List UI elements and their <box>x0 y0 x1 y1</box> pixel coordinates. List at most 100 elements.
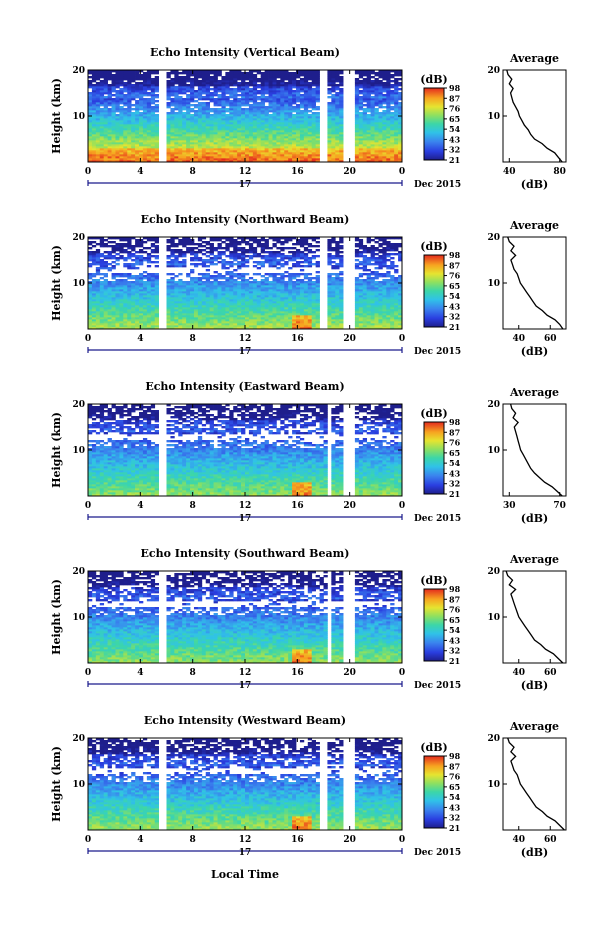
average-x-tick-label: 80 <box>553 167 566 177</box>
x-tick-label: 20 <box>343 334 356 344</box>
average-profile-line <box>505 570 564 664</box>
day-label: 17 <box>239 347 252 357</box>
colorbar <box>423 755 445 829</box>
average-x-tick-label: 40 <box>512 334 525 344</box>
colorbar-tick-label: 43 <box>449 134 461 144</box>
colorbar-tick-label: 65 <box>449 114 460 124</box>
x-tick-label: 8 <box>190 334 196 344</box>
x-tick-label: 12 <box>239 334 252 344</box>
colorbar-tick-label: 43 <box>449 301 461 311</box>
average-y-tick-label: 20 <box>487 567 500 577</box>
average-frame <box>502 236 567 330</box>
colorbar-tick-label: 54 <box>449 291 461 301</box>
y-tick-label: 20 <box>72 66 85 76</box>
colorbar-tick-label: 21 <box>449 155 460 165</box>
colorbar <box>423 588 445 662</box>
x-tick-label: 16 <box>291 334 304 344</box>
y-tick-label: 10 <box>72 613 85 623</box>
average-y-tick-label: 20 <box>487 734 500 744</box>
colorbar-tick-label: 43 <box>449 802 461 812</box>
colorbar-tick-label: 98 <box>449 751 461 761</box>
colorbar-tick-label: 98 <box>449 250 461 260</box>
y-axis-label: Height (km) <box>50 78 63 154</box>
average-frame <box>502 737 567 831</box>
colorbar-tick-label: 65 <box>449 281 460 291</box>
average-x-label: (dB) <box>521 512 548 525</box>
x-tick-label: 4 <box>137 835 143 845</box>
y-tick-label: 20 <box>72 400 85 410</box>
average-x-tick-label: 60 <box>544 334 557 344</box>
date-label: Dec 2015 <box>414 681 461 691</box>
average-x-tick-label: 70 <box>553 501 566 511</box>
colorbar-tick-label: 76 <box>449 271 461 281</box>
x-tick-label: 8 <box>190 167 196 177</box>
day-label: 17 <box>239 681 252 691</box>
colorbar-tick-label: 21 <box>449 489 460 499</box>
colorbar-tick-label: 76 <box>449 605 461 615</box>
average-x-tick-label: 40 <box>503 167 516 177</box>
x-tick-label: 12 <box>239 835 252 845</box>
colorbar-tick-label: 32 <box>449 312 460 322</box>
average-y-tick-label: 10 <box>487 613 500 623</box>
colorbar-tick-label: 87 <box>449 260 460 270</box>
average-profile-line <box>506 69 563 163</box>
colorbar <box>423 421 445 495</box>
colorbar-tick-label: 76 <box>449 104 461 114</box>
average-title: Average <box>509 52 559 65</box>
average-profile-line <box>507 236 564 330</box>
y-tick-label: 10 <box>72 112 85 122</box>
colorbar-tick-label: 21 <box>449 823 460 833</box>
x-tick-label: 12 <box>239 167 252 177</box>
x-tick-label: 0 <box>399 668 405 678</box>
x-tick-label: 0 <box>85 501 91 511</box>
day-label: 17 <box>239 514 252 524</box>
panel-1: Echo Intensity (Vertical Beam) 0 4 8 12 16 20 0… <box>50 46 567 191</box>
colorbar-tick-label: 65 <box>449 615 460 625</box>
average-y-tick-label: 20 <box>487 66 500 76</box>
colorbar-tick-label: 65 <box>449 782 460 792</box>
x-tick-label: 0 <box>85 334 91 344</box>
x-tick-label: 16 <box>291 835 304 845</box>
colorbar-tick-label: 32 <box>449 479 460 489</box>
average-y-tick-label: 10 <box>487 780 500 790</box>
colorbar-unit: (dB) <box>420 741 447 754</box>
x-tick-label: 16 <box>291 668 304 678</box>
y-tick-label: 10 <box>72 446 85 456</box>
x-tick-label: 20 <box>343 835 356 845</box>
colorbar-unit: (dB) <box>420 574 447 587</box>
x-tick-label: 4 <box>137 334 143 344</box>
average-x-label: (dB) <box>521 679 548 692</box>
average-y-tick-label: 20 <box>487 400 500 410</box>
colorbar-unit: (dB) <box>420 73 447 86</box>
average-x-tick-label: 30 <box>503 501 516 511</box>
y-axis-label: Height (km) <box>50 746 63 822</box>
echo-intensity-heatmap <box>88 237 403 330</box>
x-tick-label: 12 <box>239 668 252 678</box>
y-axis-label: Height (km) <box>50 412 63 488</box>
panel-5: Echo Intensity (Westward Beam) 0 4 8 12 16 20 0… <box>50 714 567 859</box>
colorbar-tick-label: 43 <box>449 468 461 478</box>
echo-intensity-heatmap <box>88 70 403 163</box>
colorbar-unit: (dB) <box>420 240 447 253</box>
y-tick-label: 20 <box>72 233 85 243</box>
average-y-tick-label: 10 <box>487 279 500 289</box>
x-tick-label: 0 <box>85 835 91 845</box>
day-label: 17 <box>239 848 252 858</box>
x-tick-label: 4 <box>137 668 143 678</box>
colorbar <box>423 254 445 328</box>
colorbar-tick-label: 32 <box>449 145 460 155</box>
colorbar-tick-label: 43 <box>449 635 461 645</box>
date-label: Dec 2015 <box>414 848 461 858</box>
colorbar-tick-label: 54 <box>449 792 461 802</box>
colorbar-tick-label: 98 <box>449 584 461 594</box>
date-label: Dec 2015 <box>414 347 461 357</box>
panel-3: Echo Intensity (Eastward Beam) 0 4 8 12 16 20 0… <box>50 380 567 525</box>
x-tick-label: 20 <box>343 501 356 511</box>
colorbar-unit: (dB) <box>420 407 447 420</box>
colorbar-tick-label: 98 <box>449 417 461 427</box>
average-frame <box>502 570 567 664</box>
colorbar-tick-label: 87 <box>449 594 460 604</box>
x-tick-label: 20 <box>343 668 356 678</box>
colorbar-tick-label: 54 <box>449 625 461 635</box>
x-tick-label: 4 <box>137 167 143 177</box>
